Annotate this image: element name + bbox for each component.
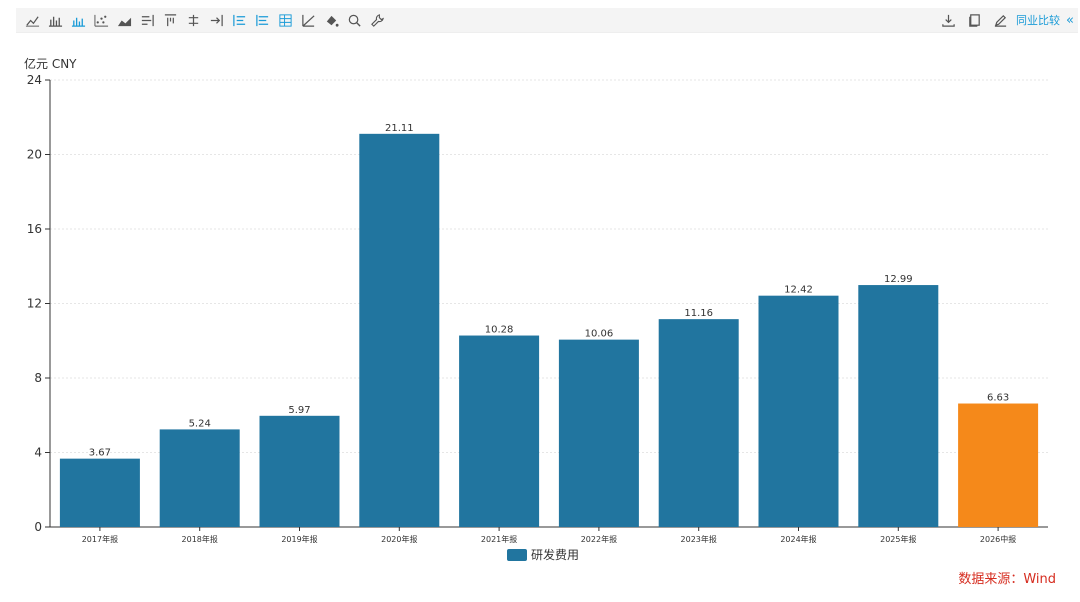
y-tick-label: 20	[27, 148, 42, 162]
bar	[259, 415, 340, 527]
data-label: 6.63	[987, 393, 1009, 404]
data-source-label: 数据来源：Wind	[958, 572, 1056, 587]
settings-wrench-icon[interactable]	[367, 10, 387, 30]
y-tick-label: 24	[27, 73, 42, 87]
x-tick-label: 2020年报	[381, 534, 417, 544]
y-tick-label: 16	[27, 222, 42, 236]
data-label: 3.67	[89, 448, 111, 459]
bar-right-icon[interactable]	[137, 10, 157, 30]
data-label: 21.11	[385, 123, 414, 134]
data-label: 11.16	[684, 308, 713, 319]
y-tick-label: 4	[34, 446, 42, 460]
area-chart-icon[interactable]	[114, 10, 134, 30]
x-tick-label: 2017年报	[82, 534, 118, 544]
bar	[359, 133, 440, 528]
bar	[858, 285, 939, 527]
align-top-icon[interactable]	[160, 10, 180, 30]
bar	[758, 295, 839, 527]
y-tick-label: 12	[27, 297, 42, 311]
scatter-chart-icon[interactable]	[91, 10, 111, 30]
data-label: 5.24	[189, 418, 211, 429]
zoom-icon[interactable]	[344, 10, 364, 30]
bar	[558, 339, 639, 527]
bar	[958, 403, 1039, 527]
column-chart-icon[interactable]	[68, 10, 88, 30]
download-icon[interactable]	[938, 10, 958, 30]
data-label: 12.42	[784, 285, 813, 296]
data-label: 12.99	[884, 274, 913, 285]
y-tick-label: 0	[34, 520, 42, 534]
arrow-right-bar-icon[interactable]	[206, 10, 226, 30]
axis-icon[interactable]	[183, 10, 203, 30]
toolbar-right: 同业比较 «	[938, 8, 1074, 32]
x-tick-label: 2026中报	[980, 534, 1016, 544]
bar	[459, 335, 540, 527]
line-chart-icon[interactable]	[22, 10, 42, 30]
table-icon[interactable]	[275, 10, 295, 30]
fill-color-icon[interactable]	[321, 10, 341, 30]
chart-toolbar: 同业比较 «	[16, 8, 1078, 33]
peer-compare-link[interactable]: 同业比较	[1016, 14, 1061, 27]
x-tick-label: 2021年报	[481, 534, 517, 544]
edit-icon[interactable]	[990, 10, 1010, 30]
x-tick-label: 2025年报	[880, 534, 916, 544]
legend-label: 研发费用	[531, 547, 579, 562]
collapse-icon[interactable]: «	[1066, 12, 1074, 28]
list-left-icon[interactable]	[229, 10, 249, 30]
legend-swatch	[507, 549, 527, 561]
bar	[658, 319, 739, 527]
x-tick-label: 2018年报	[182, 534, 218, 544]
x-tick-label: 2023年报	[681, 534, 717, 544]
copy-icon[interactable]	[964, 10, 984, 30]
x-tick-label: 2024年报	[780, 534, 816, 544]
bar	[159, 429, 240, 527]
bar	[59, 458, 140, 527]
data-label: 10.06	[585, 329, 614, 340]
y-tick-label: 8	[34, 371, 42, 385]
chart-type-tools	[22, 8, 387, 32]
trend-line-icon[interactable]	[298, 10, 318, 30]
data-label: 5.97	[288, 405, 310, 416]
x-tick-label: 2022年报	[581, 534, 617, 544]
data-label: 10.28	[485, 325, 514, 336]
bar-chart-icon[interactable]	[45, 10, 65, 30]
x-tick-label: 2019年报	[281, 534, 317, 544]
list-tree-icon[interactable]	[252, 10, 272, 30]
y-axis-unit: 亿元 CNY	[24, 57, 77, 71]
